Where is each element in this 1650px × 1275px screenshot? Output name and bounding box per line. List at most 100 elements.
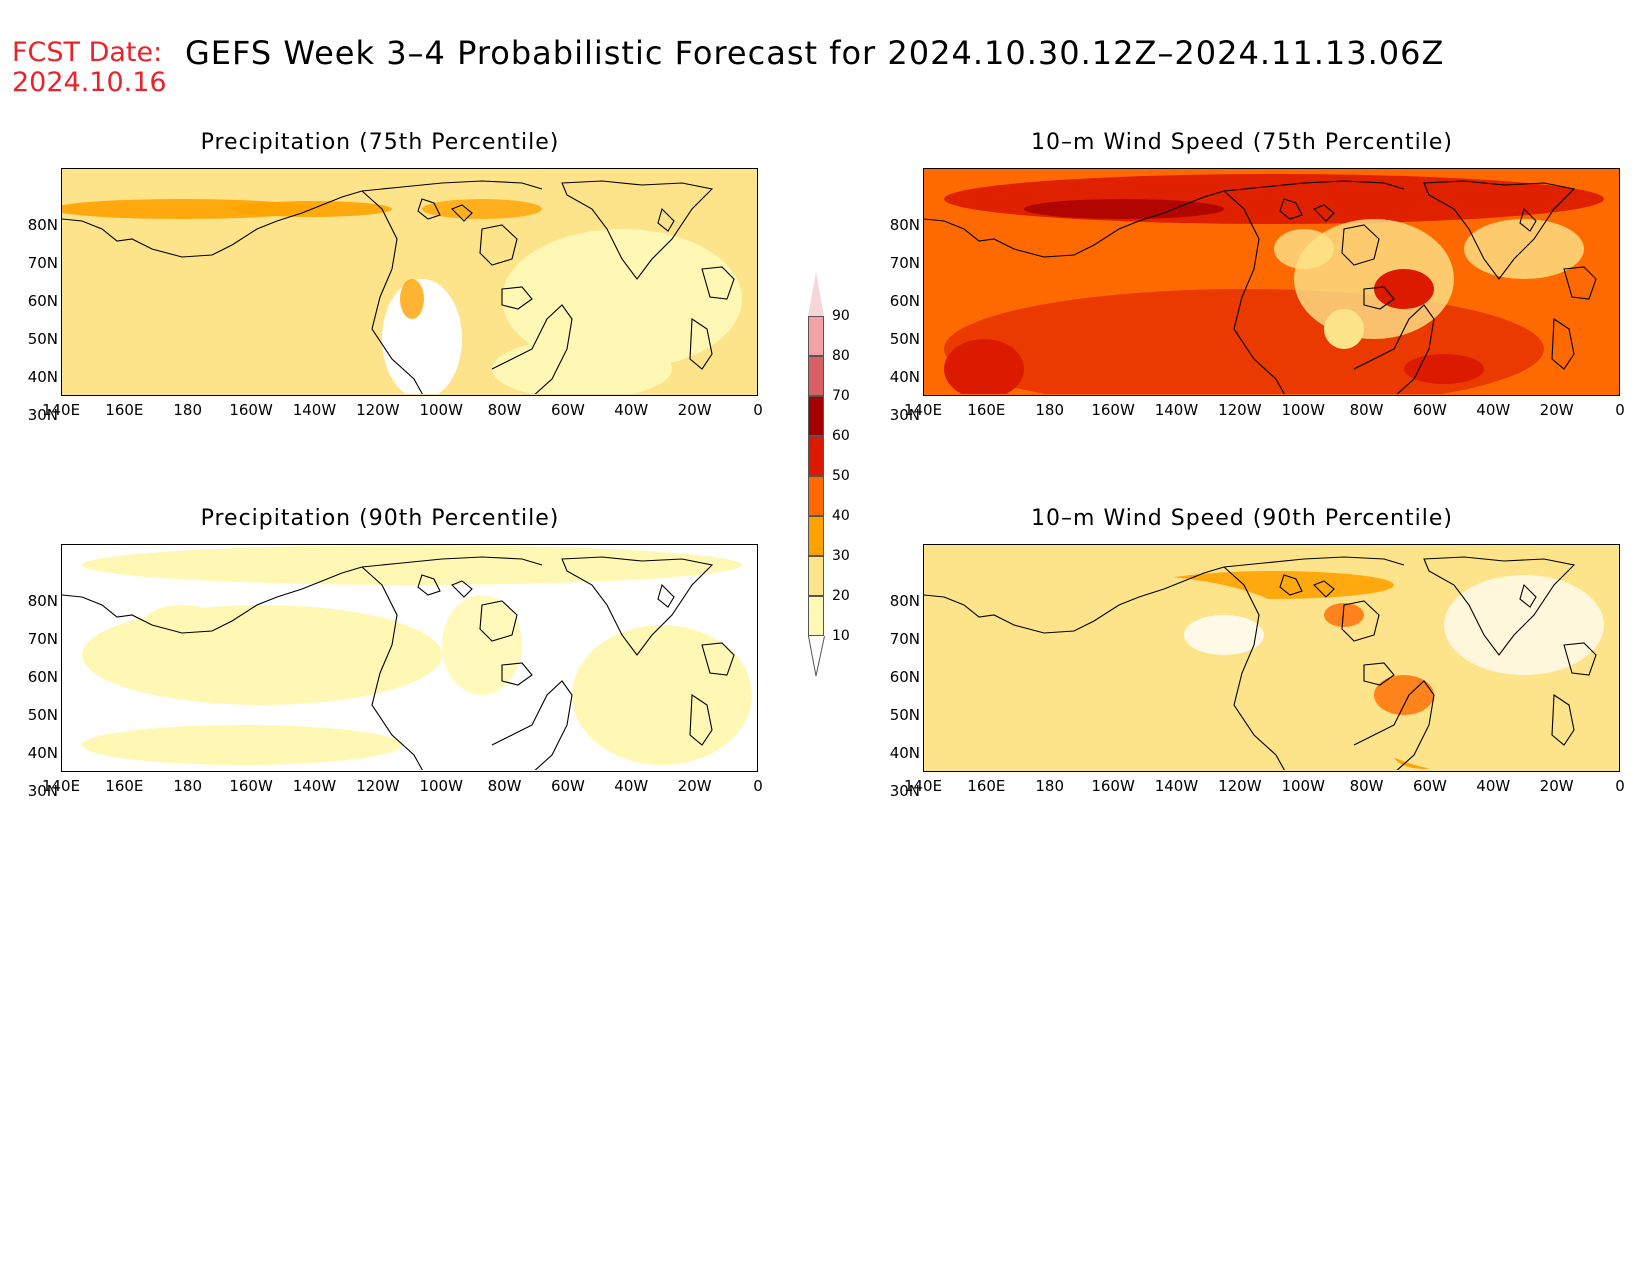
y-tick-label: 60N: [889, 292, 920, 310]
main-title: GEFS Week 3–4 Probabilistic Forecast for…: [185, 34, 1445, 72]
y-tick-label: 30N: [889, 406, 920, 424]
coastline: [657, 207, 675, 232]
colorbar-segment: [808, 476, 824, 516]
y-tick-label: 50N: [889, 330, 920, 348]
panel-wind-90: 10–m Wind Speed (90th Percentile) 80N 70N…: [862, 506, 1625, 836]
coastline: [561, 556, 714, 656]
x-tick-label: 40W: [614, 401, 649, 419]
coastline: [689, 318, 713, 370]
y-tick-label: 40N: [27, 368, 58, 386]
coastline: [924, 566, 1225, 634]
y-tick-label: 40N: [889, 744, 920, 762]
coastline: [689, 694, 713, 746]
shaded-region: [1184, 615, 1264, 655]
y-tick-label: 40N: [889, 368, 920, 386]
coastline: [1423, 556, 1576, 656]
shaded-region: [1374, 675, 1434, 715]
x-tick-label: 20W: [1539, 777, 1574, 795]
coastline: [62, 190, 363, 258]
colorbar-label: 20: [832, 588, 850, 604]
x-tick-label: 80W: [1349, 777, 1384, 795]
x-tick-label: 160W: [229, 401, 273, 419]
panel-title: 10–m Wind Speed (90th Percentile): [1031, 506, 1453, 531]
map-field: [62, 169, 742, 394]
coastline: [1279, 198, 1303, 220]
coastline: [1519, 583, 1537, 608]
coastline: [451, 580, 473, 598]
shaded-region: [1264, 605, 1424, 705]
colorbar-label: 60: [832, 428, 850, 444]
colorbar-label: 80: [832, 348, 850, 364]
colorbar-segment: [808, 356, 824, 396]
shaded-region: [422, 199, 542, 219]
coastline: [1223, 190, 1285, 394]
coastline: [361, 566, 423, 770]
coastline: [479, 224, 518, 266]
x-tick-label: 180: [1035, 401, 1065, 419]
x-tick-label: 160W: [229, 777, 273, 795]
coastline: [1223, 556, 1405, 568]
y-tick-label: 70N: [889, 630, 920, 648]
x-tick-label: 120W: [356, 777, 400, 795]
shaded-region: [1374, 269, 1434, 309]
coastline: [491, 304, 573, 394]
x-tick-label: 160W: [1091, 777, 1135, 795]
x-tick-label: 140W: [1154, 401, 1199, 419]
coastline: [501, 662, 533, 686]
x-tick-label: 120W: [1218, 401, 1262, 419]
colorbar-upper-tip: [808, 272, 824, 316]
coastline: [1353, 680, 1435, 770]
x-tick-label: 60W: [1412, 401, 1447, 419]
y-tick-label: 50N: [889, 706, 920, 724]
coastline: [1341, 600, 1380, 642]
x-tick-label: 100W: [1281, 777, 1325, 795]
x-tick-label: 20W: [677, 401, 712, 419]
map-area: [923, 168, 1620, 396]
y-tick-label: 50N: [27, 706, 58, 724]
coastline: [361, 190, 423, 394]
shaded-region: [944, 174, 1604, 224]
shaded-region: [1324, 603, 1364, 627]
shaded-region: [1024, 199, 1224, 219]
x-tick-label: 40W: [1476, 777, 1511, 795]
x-tick-label: 160E: [967, 777, 1006, 795]
coastline: [491, 680, 573, 770]
colorbar-label: 50: [832, 468, 850, 484]
coastline: [1341, 224, 1380, 266]
coastline: [701, 642, 735, 676]
x-tick-label: 140W: [1154, 777, 1199, 795]
coastline: [1279, 574, 1303, 596]
x-tick-label: 160E: [105, 777, 144, 795]
coastline: [417, 574, 441, 596]
coastline: [1313, 580, 1335, 598]
y-tick-label: 30N: [889, 782, 920, 800]
coastline: [561, 180, 714, 280]
coastline: [1313, 204, 1335, 222]
shaded-region: [82, 545, 742, 585]
coastline: [701, 266, 735, 300]
x-tick-label: 20W: [677, 777, 712, 795]
y-tick-label: 80N: [27, 592, 58, 610]
shaded-region: [1384, 715, 1618, 770]
panel-precip-90: Precipitation (90th Percentile) 80N 70N 60…: [0, 506, 763, 836]
x-tick-label: 40W: [1476, 401, 1511, 419]
x-tick-label: 120W: [356, 401, 400, 419]
colorbar-segment: [808, 556, 824, 596]
y-tick-label: 50N: [27, 330, 58, 348]
coastline: [1363, 286, 1395, 310]
coastline: [417, 198, 441, 220]
colorbar: 90 80 70 60 50 40 30 20 10: [808, 272, 868, 682]
y-tick-label: 30N: [27, 782, 58, 800]
y-tick-label: 70N: [889, 254, 920, 272]
x-tick-label: 160E: [105, 401, 144, 419]
colorbar-label: 70: [832, 388, 850, 404]
x-tick-label: 140E: [41, 401, 81, 419]
colorbar-label: 10: [832, 628, 850, 644]
coastline: [1363, 662, 1395, 686]
coastline: [1563, 642, 1597, 676]
coastline: [361, 556, 543, 568]
shaded-region: [82, 725, 402, 765]
x-tick-label: 0: [753, 401, 763, 419]
x-tick-label: 180: [173, 401, 203, 419]
coastline: [1353, 304, 1435, 394]
